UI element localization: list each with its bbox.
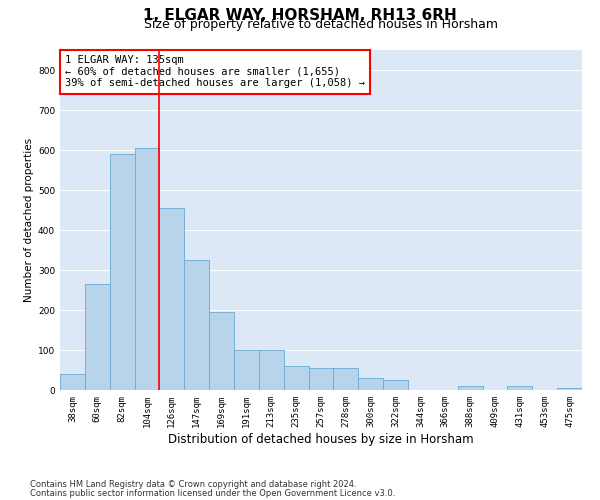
Text: 1 ELGAR WAY: 135sqm
← 60% of detached houses are smaller (1,655)
39% of semi-det: 1 ELGAR WAY: 135sqm ← 60% of detached ho… [65, 55, 365, 88]
Bar [284, 366, 308, 390]
X-axis label: Distribution of detached houses by size in Horsham: Distribution of detached houses by size … [168, 432, 474, 446]
Y-axis label: Number of detached properties: Number of detached properties [24, 138, 34, 302]
Bar [134, 148, 160, 390]
Text: Contains HM Land Registry data © Crown copyright and database right 2024.: Contains HM Land Registry data © Crown c… [30, 480, 356, 489]
Bar [85, 284, 110, 390]
Bar [259, 350, 284, 390]
Bar [508, 386, 532, 390]
Title: Size of property relative to detached houses in Horsham: Size of property relative to detached ho… [144, 18, 498, 31]
Bar [358, 378, 383, 390]
Bar [209, 312, 234, 390]
Bar [184, 260, 209, 390]
Text: Contains public sector information licensed under the Open Government Licence v3: Contains public sector information licen… [30, 488, 395, 498]
Bar [234, 350, 259, 390]
Bar [458, 386, 482, 390]
Bar [383, 380, 408, 390]
Bar [60, 374, 85, 390]
Bar [160, 208, 184, 390]
Bar [308, 368, 334, 390]
Text: 1, ELGAR WAY, HORSHAM, RH13 6RH: 1, ELGAR WAY, HORSHAM, RH13 6RH [143, 8, 457, 22]
Bar [110, 154, 134, 390]
Bar [334, 368, 358, 390]
Bar [557, 388, 582, 390]
